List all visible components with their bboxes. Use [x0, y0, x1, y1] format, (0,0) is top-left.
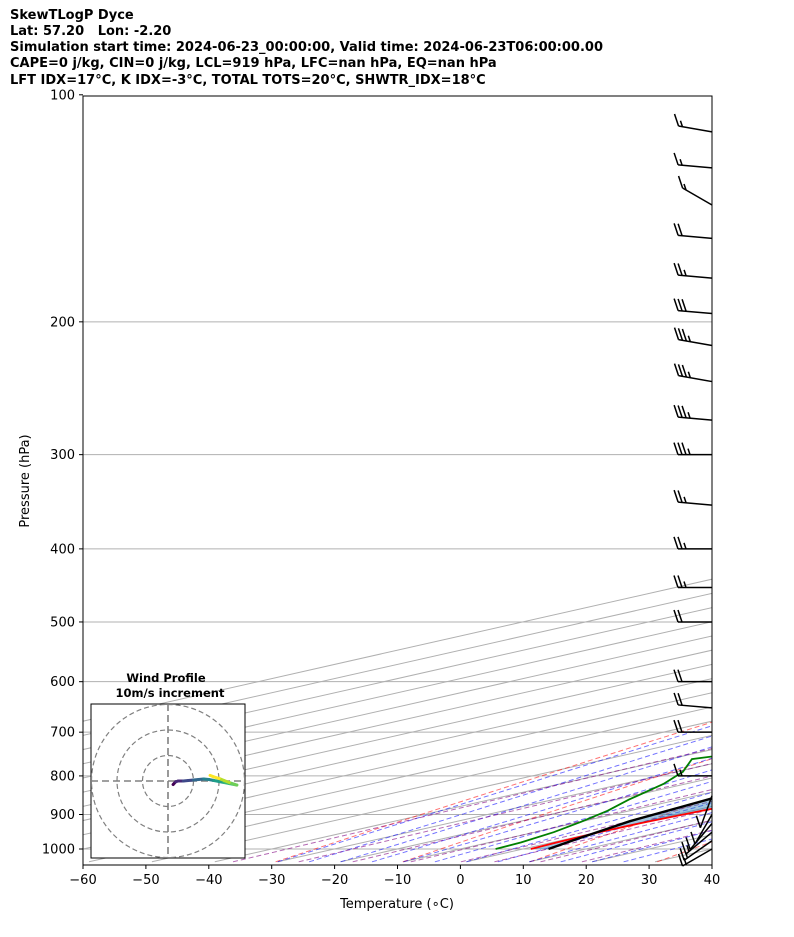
moist-adiabat	[434, 780, 712, 863]
grid-isotherm	[83, 678, 712, 822]
grid-isotherm	[654, 848, 712, 863]
moist-adiabat	[371, 757, 712, 863]
moist-adiabat	[403, 769, 712, 863]
wind-barbs	[673, 113, 713, 867]
wind-barb	[673, 609, 712, 623]
cin-shading	[530, 798, 712, 849]
x-tick-label: −40	[195, 873, 222, 888]
moist-adiabat	[466, 791, 712, 863]
wind-barb	[677, 175, 713, 206]
y-axis-label: Pressure (hPa)	[18, 434, 33, 527]
hodograph-subtitle: 10m/s increment	[116, 686, 225, 700]
moist-adiabat	[497, 802, 712, 863]
wind-barb	[673, 327, 713, 347]
wind-barb	[695, 795, 713, 828]
grid-isotherm	[83, 706, 712, 850]
wind-barb	[673, 669, 712, 683]
wind-barb	[685, 822, 713, 850]
series-temperature	[530, 807, 712, 850]
x-tick-label: 40	[704, 873, 721, 888]
y-tick-label: 300	[50, 448, 75, 463]
y-tick-label: 500	[50, 615, 75, 630]
wind-barb	[673, 152, 713, 169]
y-tick-label: 900	[50, 808, 75, 823]
mixing-line	[298, 763, 712, 863]
y-tick-label: 600	[50, 675, 75, 690]
moist-adiabat	[592, 830, 712, 863]
wind-barb	[690, 814, 713, 845]
wind-barb	[673, 298, 713, 315]
series-parcel-profile	[548, 797, 712, 851]
mixing-line	[460, 800, 712, 863]
moist-adiabats	[277, 725, 712, 863]
moist-adiabat	[277, 725, 712, 863]
x-tick-label: −10	[384, 873, 411, 888]
dry-adiabat	[785, 95, 794, 862]
wind-barb	[673, 763, 712, 777]
y-tick-label: 100	[50, 88, 75, 103]
wind-barb	[673, 223, 713, 240]
x-tick-label: −50	[132, 873, 159, 888]
wind-barb	[673, 404, 713, 421]
x-tick-label: 30	[641, 873, 658, 888]
series-dewpoint	[495, 755, 712, 850]
x-tick-label: −60	[69, 873, 96, 888]
y-tick-label: 700	[50, 726, 75, 741]
x-ticks: −60 −50 −40 −30 −20 −10 0 10 20 30 40	[69, 865, 720, 888]
profiles	[495, 755, 712, 851]
hodograph-trace	[208, 773, 216, 779]
hodograph-title: Wind Profile	[126, 671, 206, 685]
grid-isotherm	[83, 592, 712, 736]
chart-title: SkewTLogP Dyce	[10, 8, 134, 23]
y-tick-label: 400	[50, 542, 75, 557]
grid-isotherm	[83, 692, 712, 836]
stability-line: CAPE=0 j/kg, CIN=0 j/kg, LCL=919 hPa, LF…	[10, 56, 497, 71]
time-line: Simulation start time: 2024-06-23_00:00:…	[10, 40, 603, 55]
wind-barb	[673, 536, 712, 550]
index-line: LFT IDX=17°C, K IDX=-3°C, TOTAL TOTS=20°…	[10, 73, 486, 88]
grid-isotherm	[214, 749, 712, 863]
grid-isotherm	[88, 720, 712, 863]
mixing-line	[232, 747, 712, 863]
cin-area	[530, 798, 712, 849]
grid-isotherm	[83, 649, 712, 793]
mixing-line	[494, 808, 712, 863]
hodograph-inset: Wind Profile 10m/s increment	[90, 671, 246, 859]
x-tick-label: 0	[456, 873, 464, 888]
wind-barb	[673, 442, 712, 456]
y-tick-label: 800	[50, 769, 75, 784]
dry-adiabat	[275, 721, 712, 863]
wind-barb	[673, 489, 713, 506]
x-tick-label: −20	[321, 873, 348, 888]
x-tick-label: 20	[578, 873, 595, 888]
mixing-ratio-lines	[232, 747, 712, 863]
hodograph-ring	[91, 704, 245, 858]
wind-barb	[673, 363, 713, 383]
moist-adiabat	[308, 735, 712, 863]
y-ticks: 1000 900 800 700 600 500 400 300 200 100	[42, 88, 83, 858]
grid-isotherm	[83, 635, 712, 779]
y-tick-label: 1000	[42, 843, 75, 858]
grid-isotherm	[83, 663, 712, 807]
location-line: Lat: 57.20 Lon: -2.20	[10, 24, 172, 39]
x-tick-label: −30	[258, 873, 285, 888]
wind-barb	[673, 262, 713, 279]
wind-barb	[673, 113, 713, 133]
wind-barb	[673, 575, 712, 589]
grid-isotherm	[592, 834, 712, 863]
x-axis-label: Temperature (∘C)	[339, 897, 454, 912]
mixing-line	[410, 789, 712, 863]
grid-isotherm	[466, 805, 712, 863]
moist-adiabat	[623, 838, 712, 863]
y-tick-label: 200	[50, 315, 75, 330]
x-tick-label: 10	[515, 873, 532, 888]
wind-barb	[673, 719, 712, 733]
wind-barb	[681, 831, 713, 855]
wind-barb	[673, 692, 713, 709]
